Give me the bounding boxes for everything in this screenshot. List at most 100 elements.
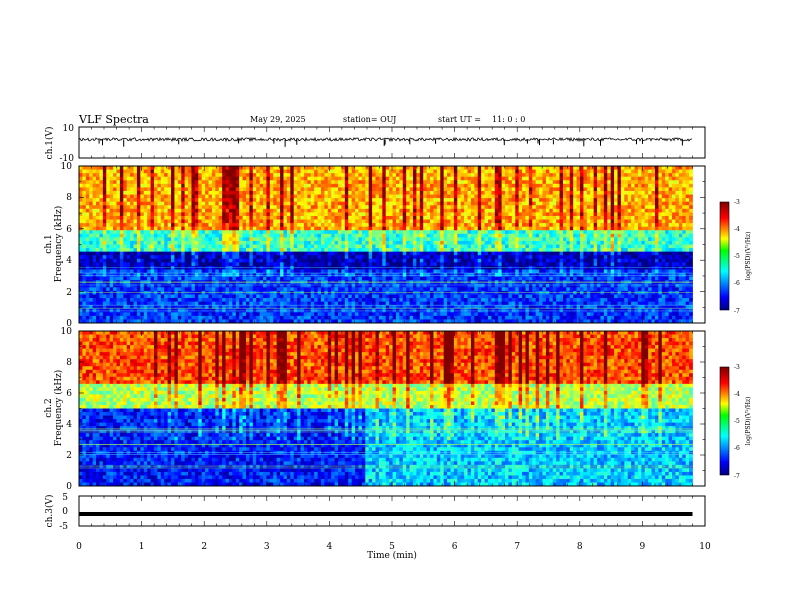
spectrogram-cell — [461, 212, 465, 216]
spectrogram-cell — [161, 227, 165, 231]
spectrogram-cell — [161, 187, 165, 191]
spectrogram-cell — [389, 273, 393, 277]
spectrogram-cell — [157, 262, 161, 266]
spectrogram-cell — [386, 305, 390, 309]
spectrogram-cell — [335, 273, 339, 277]
spectrogram-cell — [376, 273, 380, 277]
spectrogram-cell — [147, 177, 151, 181]
spectrogram-cell — [294, 173, 298, 177]
spectrogram-cell — [437, 237, 441, 241]
spectrogram-cell — [420, 191, 424, 195]
spectrogram-cell — [82, 198, 86, 202]
spectrogram-cell — [116, 266, 120, 270]
spectrogram-cell — [222, 227, 226, 231]
spectrogram-cell — [188, 305, 192, 309]
spectrogram-cell — [256, 180, 260, 184]
spectrogram-cell — [263, 245, 267, 249]
spectrogram-cell — [140, 227, 144, 231]
spectrogram-cell — [215, 234, 219, 238]
spectrogram-cell — [406, 294, 410, 298]
spectrogram-cell — [137, 277, 141, 281]
spectrogram-cell — [362, 241, 366, 245]
spectrogram-cell — [205, 273, 209, 277]
spectrogram-cell — [454, 205, 458, 209]
spectrogram-cell — [362, 237, 366, 241]
spectrogram-cell — [93, 220, 97, 224]
spectrogram-cell — [140, 266, 144, 270]
spectrogram-cell — [287, 212, 291, 216]
spectrogram-cell — [209, 259, 213, 263]
spectrogram-cell — [188, 195, 192, 199]
spectrogram-cell — [195, 248, 199, 252]
spectrogram-cell — [451, 187, 455, 191]
spectrogram-cell — [396, 294, 400, 298]
spectrogram-cell — [297, 294, 301, 298]
spectrogram-cell — [168, 266, 172, 270]
spectrogram-cell — [113, 312, 117, 316]
spectrogram-cell — [195, 170, 199, 174]
spectrogram-cell — [345, 284, 349, 288]
spectrogram-cell — [328, 312, 332, 316]
spectrogram-cell — [283, 266, 287, 270]
spectrogram-cell — [116, 294, 120, 298]
spectrogram-cell — [379, 255, 383, 259]
spectrogram-cell — [324, 284, 328, 288]
spectrogram-cell — [222, 223, 226, 227]
spectrogram-cell — [399, 209, 403, 213]
spectrogram-cell — [266, 291, 270, 295]
spectrogram-cell — [277, 294, 281, 298]
spectrogram-cell — [328, 202, 332, 206]
spectrogram-cell — [348, 187, 352, 191]
spectrogram-cell — [99, 305, 103, 309]
spectrogram-cell — [413, 255, 417, 259]
spectrogram-cell — [355, 180, 359, 184]
spectrogram-cell — [110, 262, 114, 266]
spectrogram-cell — [277, 166, 281, 170]
spectrogram-cell — [185, 212, 189, 216]
spectrogram-cell — [249, 191, 253, 195]
spectrogram-cell — [301, 166, 305, 170]
spectrogram-cell — [393, 170, 397, 174]
spectrogram-cell — [178, 191, 182, 195]
spectrogram-cell — [294, 287, 298, 291]
spectrogram-cell — [106, 216, 110, 220]
spectrogram-cell — [273, 205, 277, 209]
spectrogram-cell — [413, 316, 417, 320]
spectrogram-cell — [430, 198, 434, 202]
spectrogram-cell — [86, 259, 90, 263]
spectrogram-cell — [96, 234, 100, 238]
spectrogram-cell — [362, 180, 366, 184]
spectrogram-cell — [324, 273, 328, 277]
spectrogram-cell — [311, 216, 315, 220]
spectrogram-cell — [328, 252, 332, 256]
spectrogram-cell — [454, 255, 458, 259]
spectrogram-cell — [249, 277, 253, 281]
spectrogram-cell — [331, 305, 335, 309]
spectrogram-cell — [164, 284, 168, 288]
spectrogram-cell — [120, 298, 124, 302]
spectrogram-cell — [444, 184, 448, 188]
spectrogram-cell — [379, 202, 383, 206]
spectrogram-cell — [205, 298, 209, 302]
spectrogram-cell — [209, 223, 213, 227]
spectrogram-cell — [444, 298, 448, 302]
spectrogram-cell — [168, 184, 172, 188]
spectrogram-cell — [229, 262, 233, 266]
spectrogram-cell — [311, 195, 315, 199]
spectrogram-cell — [413, 241, 417, 245]
spectrogram-cell — [222, 195, 226, 199]
spectrogram-cell — [338, 266, 342, 270]
spectrogram-cell — [185, 227, 189, 231]
spectrogram-cell — [202, 223, 206, 227]
spectrogram-cell — [396, 305, 400, 309]
spectrogram-cell — [444, 220, 448, 224]
spectrogram-cell — [157, 198, 161, 202]
spectrogram-cell — [273, 230, 277, 234]
spectrogram-cell — [410, 205, 414, 209]
spectrogram-cell — [444, 166, 448, 170]
spectrogram-cell — [89, 220, 93, 224]
spectrogram-cell — [229, 187, 233, 191]
spectrogram-cell — [410, 287, 414, 291]
spectrogram-cell — [335, 266, 339, 270]
spectrogram-cell — [140, 255, 144, 259]
